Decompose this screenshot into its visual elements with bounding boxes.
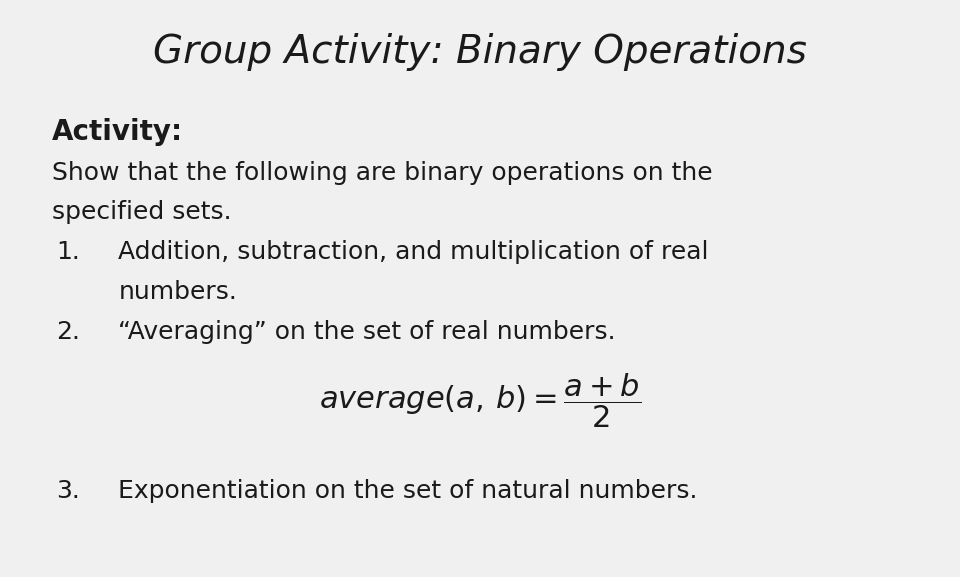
- Text: specified sets.: specified sets.: [52, 200, 231, 224]
- Text: 2.: 2.: [57, 320, 81, 344]
- Text: Addition, subtraction, and multiplication of real: Addition, subtraction, and multiplicatio…: [118, 240, 708, 264]
- Text: 3.: 3.: [57, 479, 81, 503]
- Text: Show that the following are binary operations on the: Show that the following are binary opera…: [52, 160, 712, 185]
- Text: Group Activity: Binary Operations: Group Activity: Binary Operations: [153, 32, 807, 70]
- Text: Activity:: Activity:: [52, 118, 182, 146]
- Text: Exponentiation on the set of natural numbers.: Exponentiation on the set of natural num…: [118, 479, 698, 503]
- Text: “Averaging” on the set of real numbers.: “Averaging” on the set of real numbers.: [118, 320, 616, 344]
- Text: 1.: 1.: [57, 240, 81, 264]
- Text: $\mathit{average}(a,\,b) = \dfrac{a + b}{2}$: $\mathit{average}(a,\,b) = \dfrac{a + b}…: [319, 371, 641, 429]
- Text: numbers.: numbers.: [118, 280, 237, 304]
